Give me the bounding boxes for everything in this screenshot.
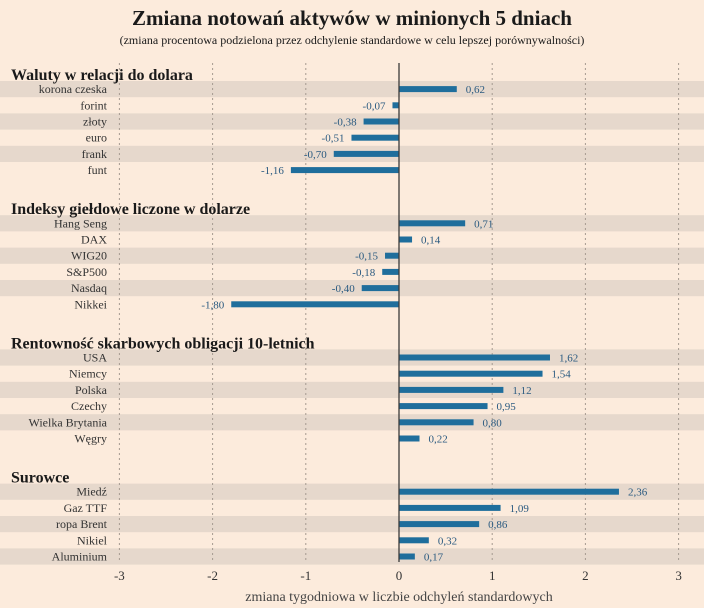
gridlines xyxy=(118,63,680,562)
section-title: Indeksy giełdowe liczone w dolarze xyxy=(11,201,250,218)
x-axis: -3 -2 -1 0 1 2 3 xyxy=(114,568,682,583)
value-label: -1,80 xyxy=(201,299,224,311)
row-stripe xyxy=(0,113,704,130)
value-label: 1,62 xyxy=(559,353,578,365)
bar xyxy=(399,370,543,377)
bar xyxy=(399,435,420,442)
x-tick-label: -1 xyxy=(300,568,311,583)
x-tick-label: 0 xyxy=(396,568,403,583)
bar xyxy=(399,220,466,227)
category-label: Nikkei xyxy=(74,297,107,311)
value-label: 0,86 xyxy=(488,519,508,531)
category-label: Miedź xyxy=(76,485,107,499)
bar xyxy=(399,521,480,528)
value-label: 0,17 xyxy=(424,552,444,564)
category-label: korona czeska xyxy=(39,82,108,96)
category-label: Niemcy xyxy=(69,367,107,381)
bar xyxy=(399,403,488,410)
bar xyxy=(399,553,415,560)
bar xyxy=(363,118,399,125)
category-label: USA xyxy=(83,351,107,365)
section-title: Waluty w relacji do dolara xyxy=(11,67,193,84)
value-label: -0,15 xyxy=(355,251,378,263)
section-title: Surowce xyxy=(11,470,69,487)
category-label: Hang Seng xyxy=(54,216,107,230)
bar xyxy=(361,285,399,292)
category-label: Węgry xyxy=(74,432,107,446)
value-label: 2,36 xyxy=(628,487,648,499)
section-title: Rentowność skarbowych obligacji 10-letni… xyxy=(11,335,315,352)
x-axis-label: zmiana tygodniowa w liczbie odchyleń sta… xyxy=(245,590,553,605)
value-label: -0,07 xyxy=(363,100,386,112)
row-stripe xyxy=(0,81,704,98)
chart-subtitle: (zmiana procentowa podzielona przez odch… xyxy=(120,33,585,47)
value-label: -0,38 xyxy=(334,117,357,129)
row-stripe xyxy=(0,247,704,264)
category-label: Polska xyxy=(75,383,108,397)
x-tick-label: 2 xyxy=(582,568,589,583)
value-label: 0,95 xyxy=(497,401,517,413)
bar xyxy=(399,537,429,544)
bar xyxy=(399,386,504,393)
value-label: -0,18 xyxy=(352,267,375,279)
bar xyxy=(399,504,501,511)
category-label: euro xyxy=(86,131,107,145)
value-label: -0,70 xyxy=(304,149,327,161)
category-label: Wielka Brytania xyxy=(29,415,108,429)
value-label: 0,80 xyxy=(483,417,503,429)
row-stripe xyxy=(0,349,704,366)
category-label: DAX xyxy=(81,233,107,247)
value-label: -1,16 xyxy=(261,165,284,177)
value-label: -0,51 xyxy=(322,133,345,145)
row-stripes xyxy=(0,81,704,565)
value-label: 1,12 xyxy=(512,385,531,397)
value-label: 0,22 xyxy=(429,434,448,446)
bar xyxy=(399,354,550,361)
bar xyxy=(231,301,399,308)
bar xyxy=(399,86,457,93)
row-stripe xyxy=(0,215,704,232)
category-label: frank xyxy=(82,147,107,161)
row-stripe xyxy=(0,548,704,565)
category-label: WIG20 xyxy=(71,249,107,263)
value-label: 0,62 xyxy=(466,84,485,96)
bar xyxy=(290,167,399,174)
x-tick-label: -2 xyxy=(207,568,218,583)
category-label: funt xyxy=(88,163,108,177)
bar xyxy=(392,102,399,109)
bar xyxy=(399,236,413,243)
category-label: Nikiel xyxy=(77,533,108,547)
value-label: 1,09 xyxy=(510,503,530,515)
category-label: ropa Brent xyxy=(56,517,108,531)
category-label: Gaz TTF xyxy=(64,501,108,515)
category-label: Nasdaq xyxy=(71,281,107,295)
row-stripe xyxy=(0,381,704,398)
row-stripe xyxy=(0,483,704,500)
chart-title: Zmiana notowań aktywów w minionych 5 dni… xyxy=(132,6,572,30)
value-label: 1,54 xyxy=(552,369,572,381)
category-label: Czechy xyxy=(71,399,107,413)
category-label: S&P500 xyxy=(66,265,107,279)
category-label: forint xyxy=(80,98,107,112)
bar xyxy=(399,419,474,426)
bar xyxy=(351,134,399,141)
category-label: Aluminium xyxy=(52,550,108,564)
row-stripe xyxy=(0,280,704,297)
value-label: 0,71 xyxy=(474,218,493,230)
value-label: -0,40 xyxy=(332,283,355,295)
x-tick-label: -3 xyxy=(114,568,125,583)
bar xyxy=(385,252,399,259)
bar xyxy=(333,150,399,157)
x-tick-label: 3 xyxy=(675,568,682,583)
row-stripe xyxy=(0,414,704,431)
value-label: 0,32 xyxy=(438,535,457,547)
category-label: złoty xyxy=(83,115,107,129)
x-tick-label: 1 xyxy=(489,568,496,583)
value-label: 0,14 xyxy=(421,235,441,247)
bar xyxy=(399,488,619,495)
row-stripe xyxy=(0,516,704,533)
bar xyxy=(382,268,399,275)
